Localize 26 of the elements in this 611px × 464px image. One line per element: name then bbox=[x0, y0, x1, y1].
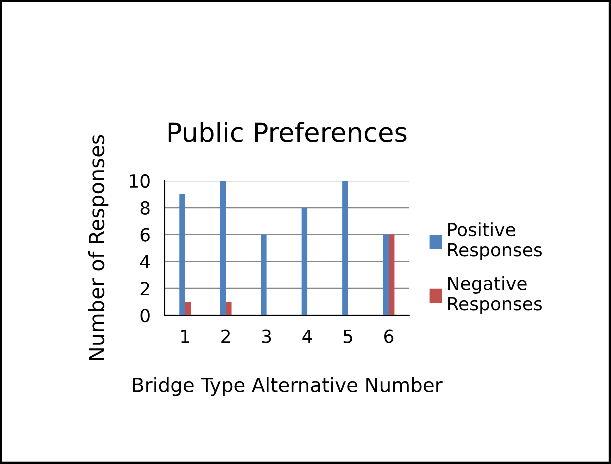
bar bbox=[220, 180, 226, 316]
y-tick-label: 0 bbox=[140, 308, 150, 323]
x-tick-label: 3 bbox=[262, 330, 272, 344]
x-tick-label: 5 bbox=[344, 330, 352, 344]
y-tick-label: 6 bbox=[140, 228, 150, 242]
x-tick-label: 1 bbox=[182, 330, 190, 344]
y-tick-label: 8 bbox=[140, 201, 150, 215]
legend-label: Negative Responses bbox=[448, 276, 542, 314]
bar bbox=[383, 234, 390, 316]
bar bbox=[389, 234, 395, 316]
bar bbox=[226, 302, 232, 316]
legend-label: Positive Responses bbox=[448, 222, 542, 260]
y-axis-title: Number of Responses bbox=[88, 135, 109, 360]
bar bbox=[185, 302, 192, 316]
bar bbox=[261, 234, 267, 316]
bar bbox=[342, 180, 348, 316]
bar bbox=[180, 194, 186, 316]
x-axis-title: Bridge Type Alternative Number bbox=[133, 377, 443, 396]
x-tick-label: 6 bbox=[384, 330, 394, 344]
y-tick-label: 4 bbox=[140, 255, 150, 269]
bar bbox=[302, 208, 308, 316]
y-tick-label: 10 bbox=[130, 174, 150, 188]
chart-title: Public Preferences bbox=[168, 122, 407, 142]
x-tick-label: 2 bbox=[222, 330, 230, 344]
y-tick-label: 2 bbox=[140, 282, 150, 296]
x-tick-label: 4 bbox=[302, 330, 312, 344]
